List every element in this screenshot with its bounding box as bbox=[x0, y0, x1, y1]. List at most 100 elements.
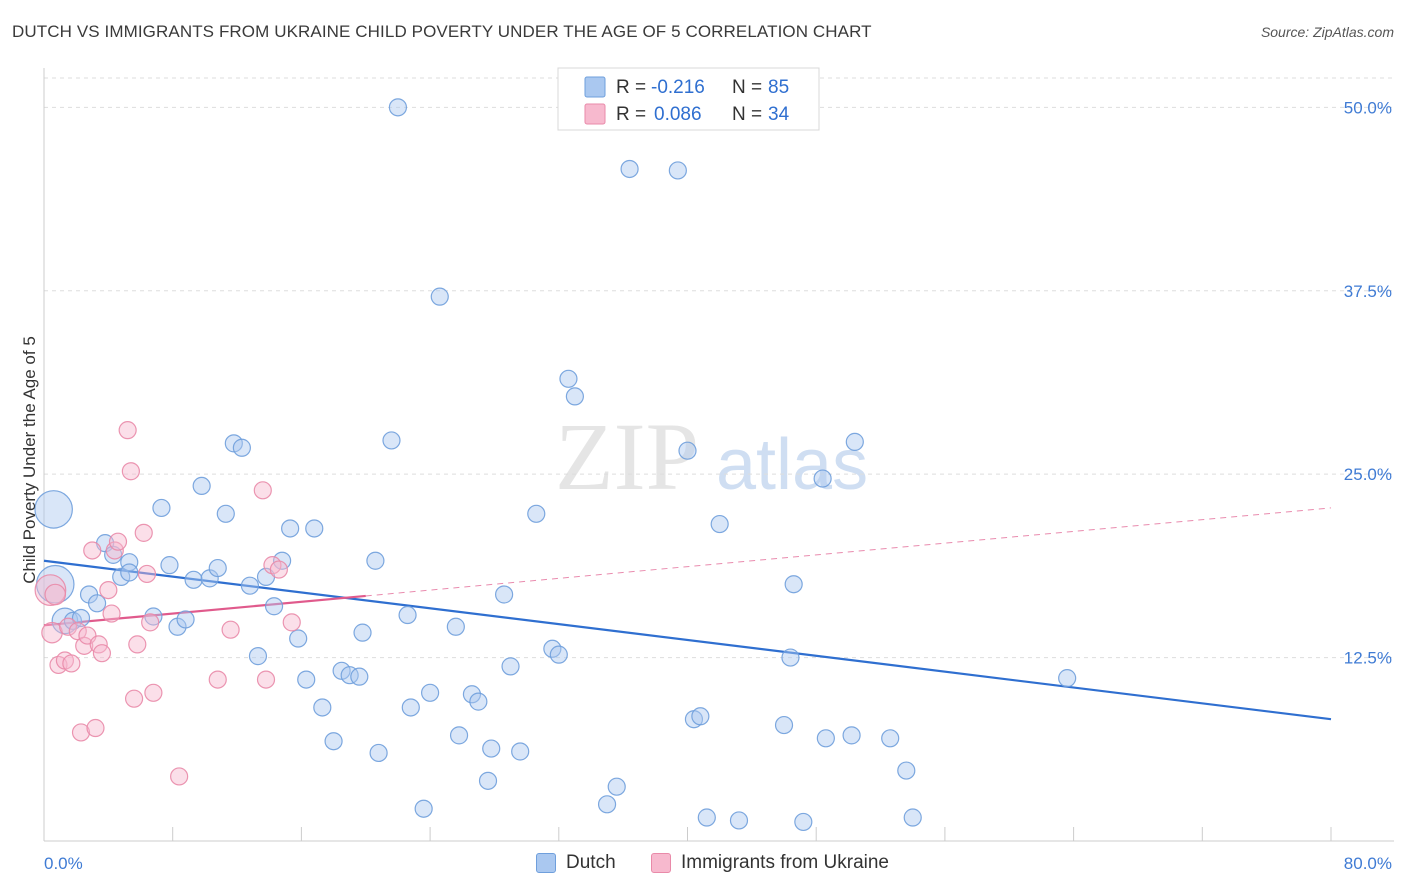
dutch-point bbox=[264, 597, 284, 616]
dutch-point bbox=[388, 98, 408, 117]
dutch-point bbox=[597, 795, 617, 814]
ukraine-point bbox=[134, 523, 153, 542]
dutch-point bbox=[184, 570, 203, 589]
dutch-point bbox=[401, 698, 420, 717]
dutch-point bbox=[353, 623, 372, 642]
dutch-point bbox=[678, 441, 697, 460]
ukraine-point bbox=[128, 635, 147, 654]
legend-r-label-dutch: R = bbox=[616, 77, 646, 98]
dutch-point bbox=[495, 585, 514, 604]
dutch-point bbox=[813, 469, 832, 488]
dutch-point bbox=[120, 553, 139, 572]
watermark-atlas: atlas bbox=[716, 425, 868, 505]
dutch-point bbox=[232, 438, 251, 457]
ukraine-point bbox=[108, 532, 128, 551]
ukraine-point bbox=[83, 541, 102, 560]
dutch-point bbox=[421, 683, 440, 702]
dutch-point bbox=[511, 742, 530, 761]
dutch-point bbox=[160, 556, 179, 575]
watermark-zip: ZIP bbox=[555, 403, 699, 510]
bottom-legend: Dutch Immigrants from Ukraine bbox=[0, 852, 1406, 878]
ukraine-point bbox=[59, 617, 78, 636]
legend-r-label-ukraine: R = bbox=[616, 104, 646, 125]
ukraine-point bbox=[141, 613, 160, 632]
bottom-legend-ukraine: Immigrants from Ukraine bbox=[651, 852, 889, 874]
ukraine-point bbox=[75, 636, 94, 655]
bottom-legend-swatch-ukraine bbox=[651, 853, 671, 873]
dutch-point bbox=[784, 575, 803, 594]
dutch-point bbox=[565, 387, 584, 406]
y-tick-label: 37.5% bbox=[1344, 282, 1392, 301]
ukraine-point bbox=[124, 689, 144, 708]
legend-n-label-ukraine: N = bbox=[732, 104, 762, 125]
x-tick-label-max: 80.0% bbox=[1344, 854, 1392, 873]
ukraine-point bbox=[221, 620, 240, 639]
chart-title: DUTCH VS IMMIGRANTS FROM UKRAINE CHILD P… bbox=[12, 22, 872, 41]
ukraine-point bbox=[121, 462, 140, 481]
y-axis-title: Child Poverty Under the Age of 5 bbox=[20, 336, 39, 584]
ukraine-point bbox=[208, 670, 227, 689]
dutch-trend-line bbox=[43, 559, 1332, 721]
y-tick-label: 25.0% bbox=[1344, 465, 1392, 484]
dutch-point bbox=[144, 607, 163, 626]
dutch-point bbox=[313, 698, 332, 717]
dutch-point bbox=[549, 645, 568, 664]
dutch-point bbox=[305, 519, 324, 538]
ukraine-point bbox=[99, 580, 118, 600]
bottom-legend-swatch-dutch bbox=[536, 853, 556, 873]
legend-n-label-dutch: N = bbox=[732, 77, 762, 98]
dutch-point bbox=[710, 514, 729, 534]
y-tick-labels: 12.5% 25.0% 37.5% 50.0% bbox=[1344, 98, 1392, 667]
dutch-point bbox=[482, 739, 501, 758]
dutch-point bbox=[120, 563, 139, 582]
dutch-point bbox=[527, 504, 546, 523]
dutch-point bbox=[697, 808, 716, 827]
dutch-point bbox=[881, 729, 900, 748]
data-points bbox=[34, 98, 1077, 832]
dutch-point bbox=[845, 432, 864, 451]
dutch-point bbox=[501, 657, 520, 676]
dutch-point bbox=[366, 551, 385, 570]
ukraine-point bbox=[92, 644, 112, 663]
dutch-point bbox=[248, 647, 268, 666]
dutch-point bbox=[350, 667, 369, 686]
dutch-point bbox=[449, 726, 469, 745]
dutch-point bbox=[478, 771, 498, 790]
ukraine-point bbox=[118, 421, 137, 440]
dutch-point bbox=[446, 617, 465, 636]
bottom-legend-dutch: Dutch bbox=[536, 852, 616, 874]
dutch-point bbox=[382, 431, 401, 450]
dutch-point bbox=[462, 685, 482, 704]
legend-n-value-ukraine: 34 bbox=[768, 104, 790, 125]
dutch-point bbox=[398, 605, 417, 625]
dutch-point bbox=[729, 811, 749, 830]
dutch-point bbox=[781, 648, 800, 667]
x-tick-label-min: 0.0% bbox=[44, 854, 83, 873]
ukraine-point bbox=[102, 604, 121, 623]
ukraine-point bbox=[144, 683, 163, 702]
ukraine-point bbox=[62, 654, 81, 673]
ukraine-point bbox=[34, 574, 67, 606]
gridlines bbox=[44, 77, 1394, 659]
dutch-point bbox=[240, 576, 260, 595]
ukraine-point bbox=[282, 613, 301, 632]
trend-lines bbox=[43, 507, 1332, 721]
legend-r-value-dutch: -0.216 bbox=[651, 77, 705, 98]
dutch-point bbox=[324, 732, 343, 751]
dutch-point bbox=[607, 777, 626, 796]
ukraine-point bbox=[86, 718, 105, 738]
ukraine-point bbox=[253, 481, 272, 500]
ukraine-point bbox=[137, 564, 157, 584]
ukraine-point bbox=[256, 670, 276, 689]
dutch-point bbox=[340, 666, 359, 685]
dutch-point bbox=[369, 743, 388, 763]
legend-swatch-ukraine bbox=[584, 103, 606, 125]
dutch-point bbox=[152, 498, 171, 518]
dutch-point bbox=[216, 504, 235, 523]
ukraine-trend-line-dashed bbox=[365, 507, 1332, 597]
dutch-point bbox=[414, 799, 433, 818]
dutch-point bbox=[208, 558, 227, 578]
dutch-point bbox=[816, 729, 835, 748]
ukraine-point bbox=[170, 767, 189, 786]
